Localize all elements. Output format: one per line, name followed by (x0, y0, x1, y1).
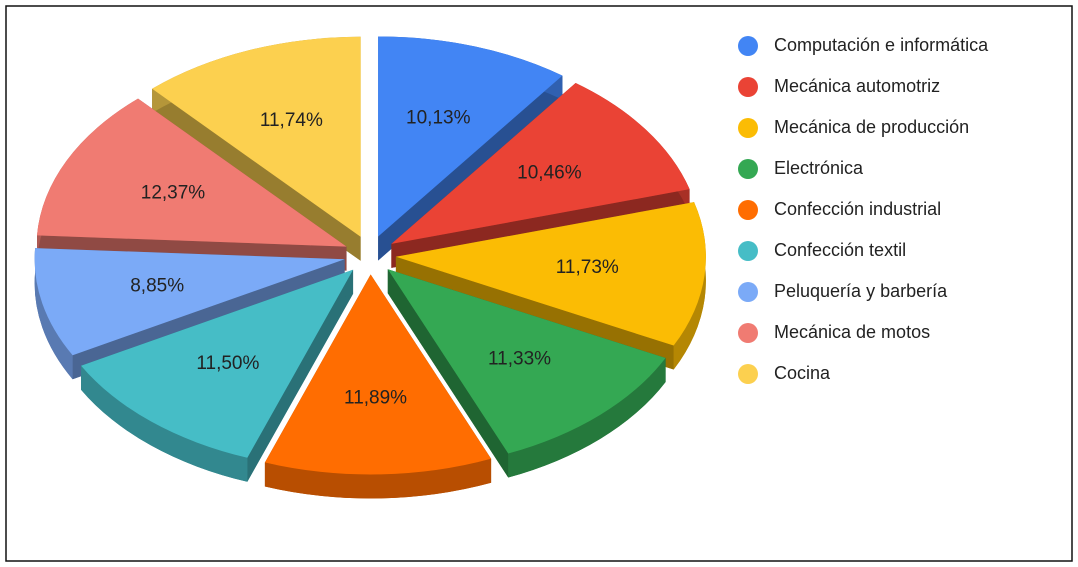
slice-label: 11,73% (556, 257, 619, 278)
slice-label: 12,37% (141, 182, 206, 203)
slice-side (81, 365, 248, 482)
slice-label: 11,74% (260, 110, 323, 131)
slice-side (673, 202, 706, 370)
slice-label: 8,85% (130, 276, 184, 297)
legend-label: Mecánica de producción (774, 117, 969, 137)
legend-label: Confección industrial (774, 199, 941, 219)
legend-label: Computación e informática (774, 35, 989, 55)
legend-swatch (738, 200, 758, 220)
legend-swatch (738, 282, 758, 302)
slice-edge (247, 269, 354, 482)
legend-swatch (738, 118, 758, 138)
legend-swatch (738, 36, 758, 56)
slice (395, 202, 706, 346)
slice (37, 98, 347, 247)
legend-swatch (738, 323, 758, 343)
slice (81, 269, 354, 458)
legend-label: Confección textil (774, 240, 906, 260)
slice (391, 83, 690, 244)
slice-label: 11,89% (344, 387, 407, 408)
slice-label: 10,46% (517, 162, 582, 183)
slice-side (508, 357, 666, 478)
slice (378, 36, 563, 237)
legend-swatch (738, 241, 758, 261)
slice-edge (387, 269, 509, 478)
slice-label: 10,13% (406, 108, 471, 129)
slice-label: 11,33% (488, 349, 551, 370)
slice-edge (152, 88, 361, 261)
legend-label: Cocina (774, 363, 831, 383)
slice-side (34, 248, 73, 380)
legend-swatch (738, 77, 758, 97)
slice-label: 11,50% (196, 353, 259, 374)
slice (152, 36, 361, 237)
slice-edge (378, 75, 563, 261)
legend-label: Electrónica (774, 158, 864, 178)
slice-side (264, 458, 492, 499)
slice (34, 248, 345, 356)
legend-label: Mecánica de motos (774, 322, 930, 342)
legend-label: Peluquería y barbería (774, 281, 948, 301)
legend-label: Mecánica automotriz (774, 76, 940, 96)
slice (264, 274, 492, 475)
slice (387, 269, 666, 454)
legend-swatch (738, 159, 758, 179)
legend-swatch (738, 364, 758, 384)
